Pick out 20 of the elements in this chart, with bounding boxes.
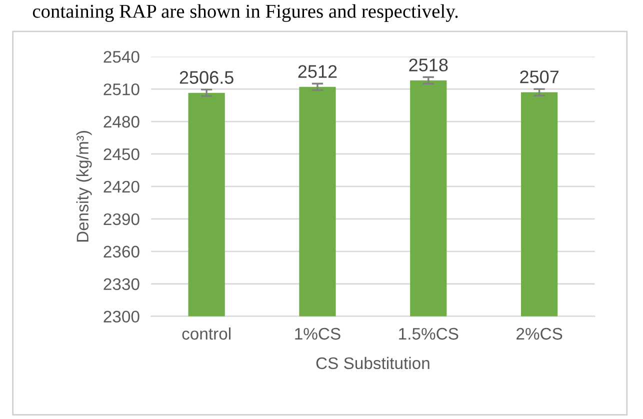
data-label: 2518 bbox=[409, 58, 448, 72]
y-axis-title: Density (kg/m³) bbox=[76, 131, 92, 242]
y-tick-label: 2360 bbox=[104, 246, 140, 258]
data-label: 2507 bbox=[520, 70, 558, 84]
data-label: 2506.5 bbox=[180, 71, 234, 84]
y-tick-label: 2480 bbox=[104, 116, 140, 128]
x-tick-label: control bbox=[182, 327, 230, 340]
y-tick-label: 2450 bbox=[104, 148, 140, 160]
x-tick-label: 1%CS bbox=[295, 328, 340, 340]
text: containing RAP are shown in Figures and respectively. bbox=[32, 4, 458, 22]
data-label: 2512 bbox=[298, 65, 337, 78]
x-tick-label: 2%CS bbox=[516, 328, 562, 340]
x-tick-label: 1.5%CS bbox=[399, 328, 458, 340]
y-tick-label: 2420 bbox=[104, 180, 140, 193]
y-tick-label: 2510 bbox=[104, 83, 140, 96]
y-tick-label: 2330 bbox=[104, 278, 140, 290]
y-tick-label: 2300 bbox=[104, 310, 140, 323]
x-axis-title: CS Substitution bbox=[316, 356, 430, 370]
y-tick-label: 2390 bbox=[104, 213, 140, 226]
y-tick-label: 2540 bbox=[104, 50, 140, 63]
